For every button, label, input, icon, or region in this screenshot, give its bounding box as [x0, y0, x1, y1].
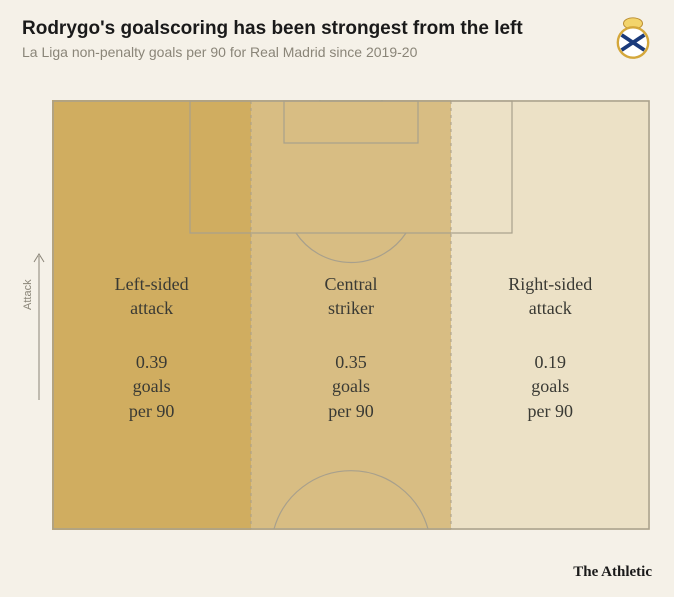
zone-left-role: Left-sided attack: [52, 272, 251, 321]
stat-value: 0.35: [335, 352, 367, 372]
attack-direction-arrow-icon: [30, 250, 48, 400]
text: Left-sided: [115, 274, 189, 294]
stat-value: 0.39: [136, 352, 168, 372]
text: per 90: [129, 401, 174, 421]
text: per 90: [328, 401, 373, 421]
text: goals: [531, 376, 569, 396]
text: attack: [130, 298, 173, 318]
stat-value: 0.19: [535, 352, 567, 372]
pitch-diagram: Left-sided attack Central striker Right-…: [52, 100, 650, 530]
zone-center-role: Central striker: [251, 272, 450, 321]
text: Central: [324, 274, 377, 294]
real-madrid-crest-icon: [614, 14, 652, 62]
attack-direction-label: Attack: [22, 279, 34, 310]
text: per 90: [528, 401, 573, 421]
text: striker: [328, 298, 374, 318]
text: goals: [332, 376, 370, 396]
text: goals: [133, 376, 171, 396]
zone-right-stat: 0.19 goals per 90: [451, 350, 650, 423]
chart-subtitle: La Liga non-penalty goals per 90 for Rea…: [22, 44, 652, 60]
zone-left-stat: 0.39 goals per 90: [52, 350, 251, 423]
chart-title: Rodrygo's goalscoring has been strongest…: [22, 18, 652, 40]
zone-right-role: Right-sided attack: [451, 272, 650, 321]
source-brand: The Athletic: [573, 564, 652, 581]
zone-center-stat: 0.35 goals per 90: [251, 350, 450, 423]
text: Right-sided: [508, 274, 592, 294]
text: attack: [529, 298, 572, 318]
